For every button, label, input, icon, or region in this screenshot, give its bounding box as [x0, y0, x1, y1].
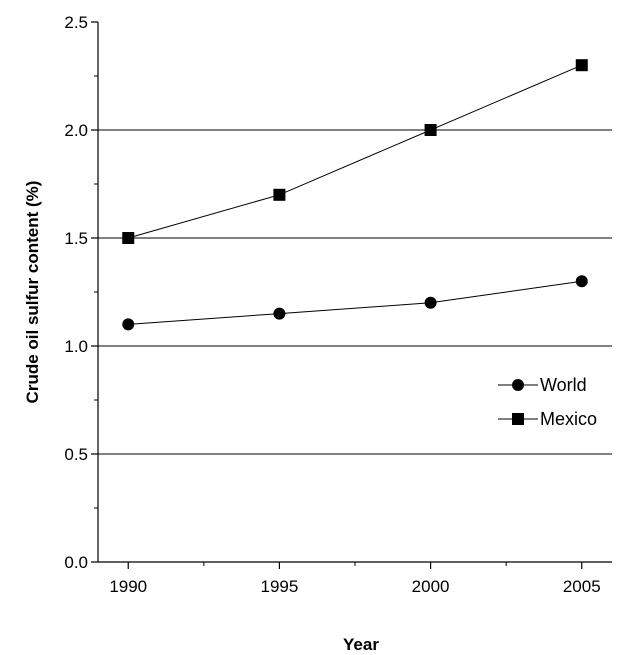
legend-label-mexico: Mexico — [540, 409, 597, 429]
x-tick-label: 2000 — [412, 577, 450, 596]
y-tick-label: 0.0 — [64, 553, 88, 572]
data-point-world — [575, 275, 588, 288]
y-tick-label: 2.0 — [64, 121, 88, 140]
series-line-world — [128, 280, 582, 325]
y-tick-label: 1.0 — [64, 337, 88, 356]
data-point-mexico — [575, 59, 588, 72]
legend-item-mexico: Mexico — [498, 409, 597, 429]
series-line-mexico — [128, 64, 582, 239]
x-tick-label: 1995 — [260, 577, 298, 596]
legend-marker-world — [512, 379, 524, 391]
y-tick-label: 0.5 — [64, 445, 88, 464]
series-plot — [122, 59, 588, 331]
grid-lines — [98, 129, 612, 455]
data-point-mexico — [424, 124, 437, 136]
legend-marker-mexico — [512, 413, 524, 425]
data-point-mexico — [273, 188, 286, 201]
data-point-world — [122, 318, 135, 331]
series-world — [122, 275, 588, 331]
data-point-world — [424, 296, 437, 309]
series-mexico — [122, 59, 588, 244]
y-axis-title: Crude oil sulfur content (%) — [23, 181, 42, 404]
x-tick-label: 1990 — [109, 577, 147, 596]
x-tick-label: 2005 — [563, 577, 601, 596]
y-tick-label: 2.5 — [64, 13, 88, 32]
legend-item-world: World — [498, 375, 587, 395]
legend-label-world: World — [540, 375, 587, 395]
axes — [91, 21, 612, 569]
data-point-world — [273, 307, 286, 320]
x-axis-title: Year — [343, 635, 379, 654]
tick-labels: 0.0 0.5 1.0 1.5 2.0 2.5 1990 1995 2000 2005 — [64, 13, 600, 596]
y-tick-label: 1.5 — [64, 229, 88, 248]
data-point-mexico — [122, 232, 135, 244]
legend: World Mexico — [498, 375, 597, 429]
